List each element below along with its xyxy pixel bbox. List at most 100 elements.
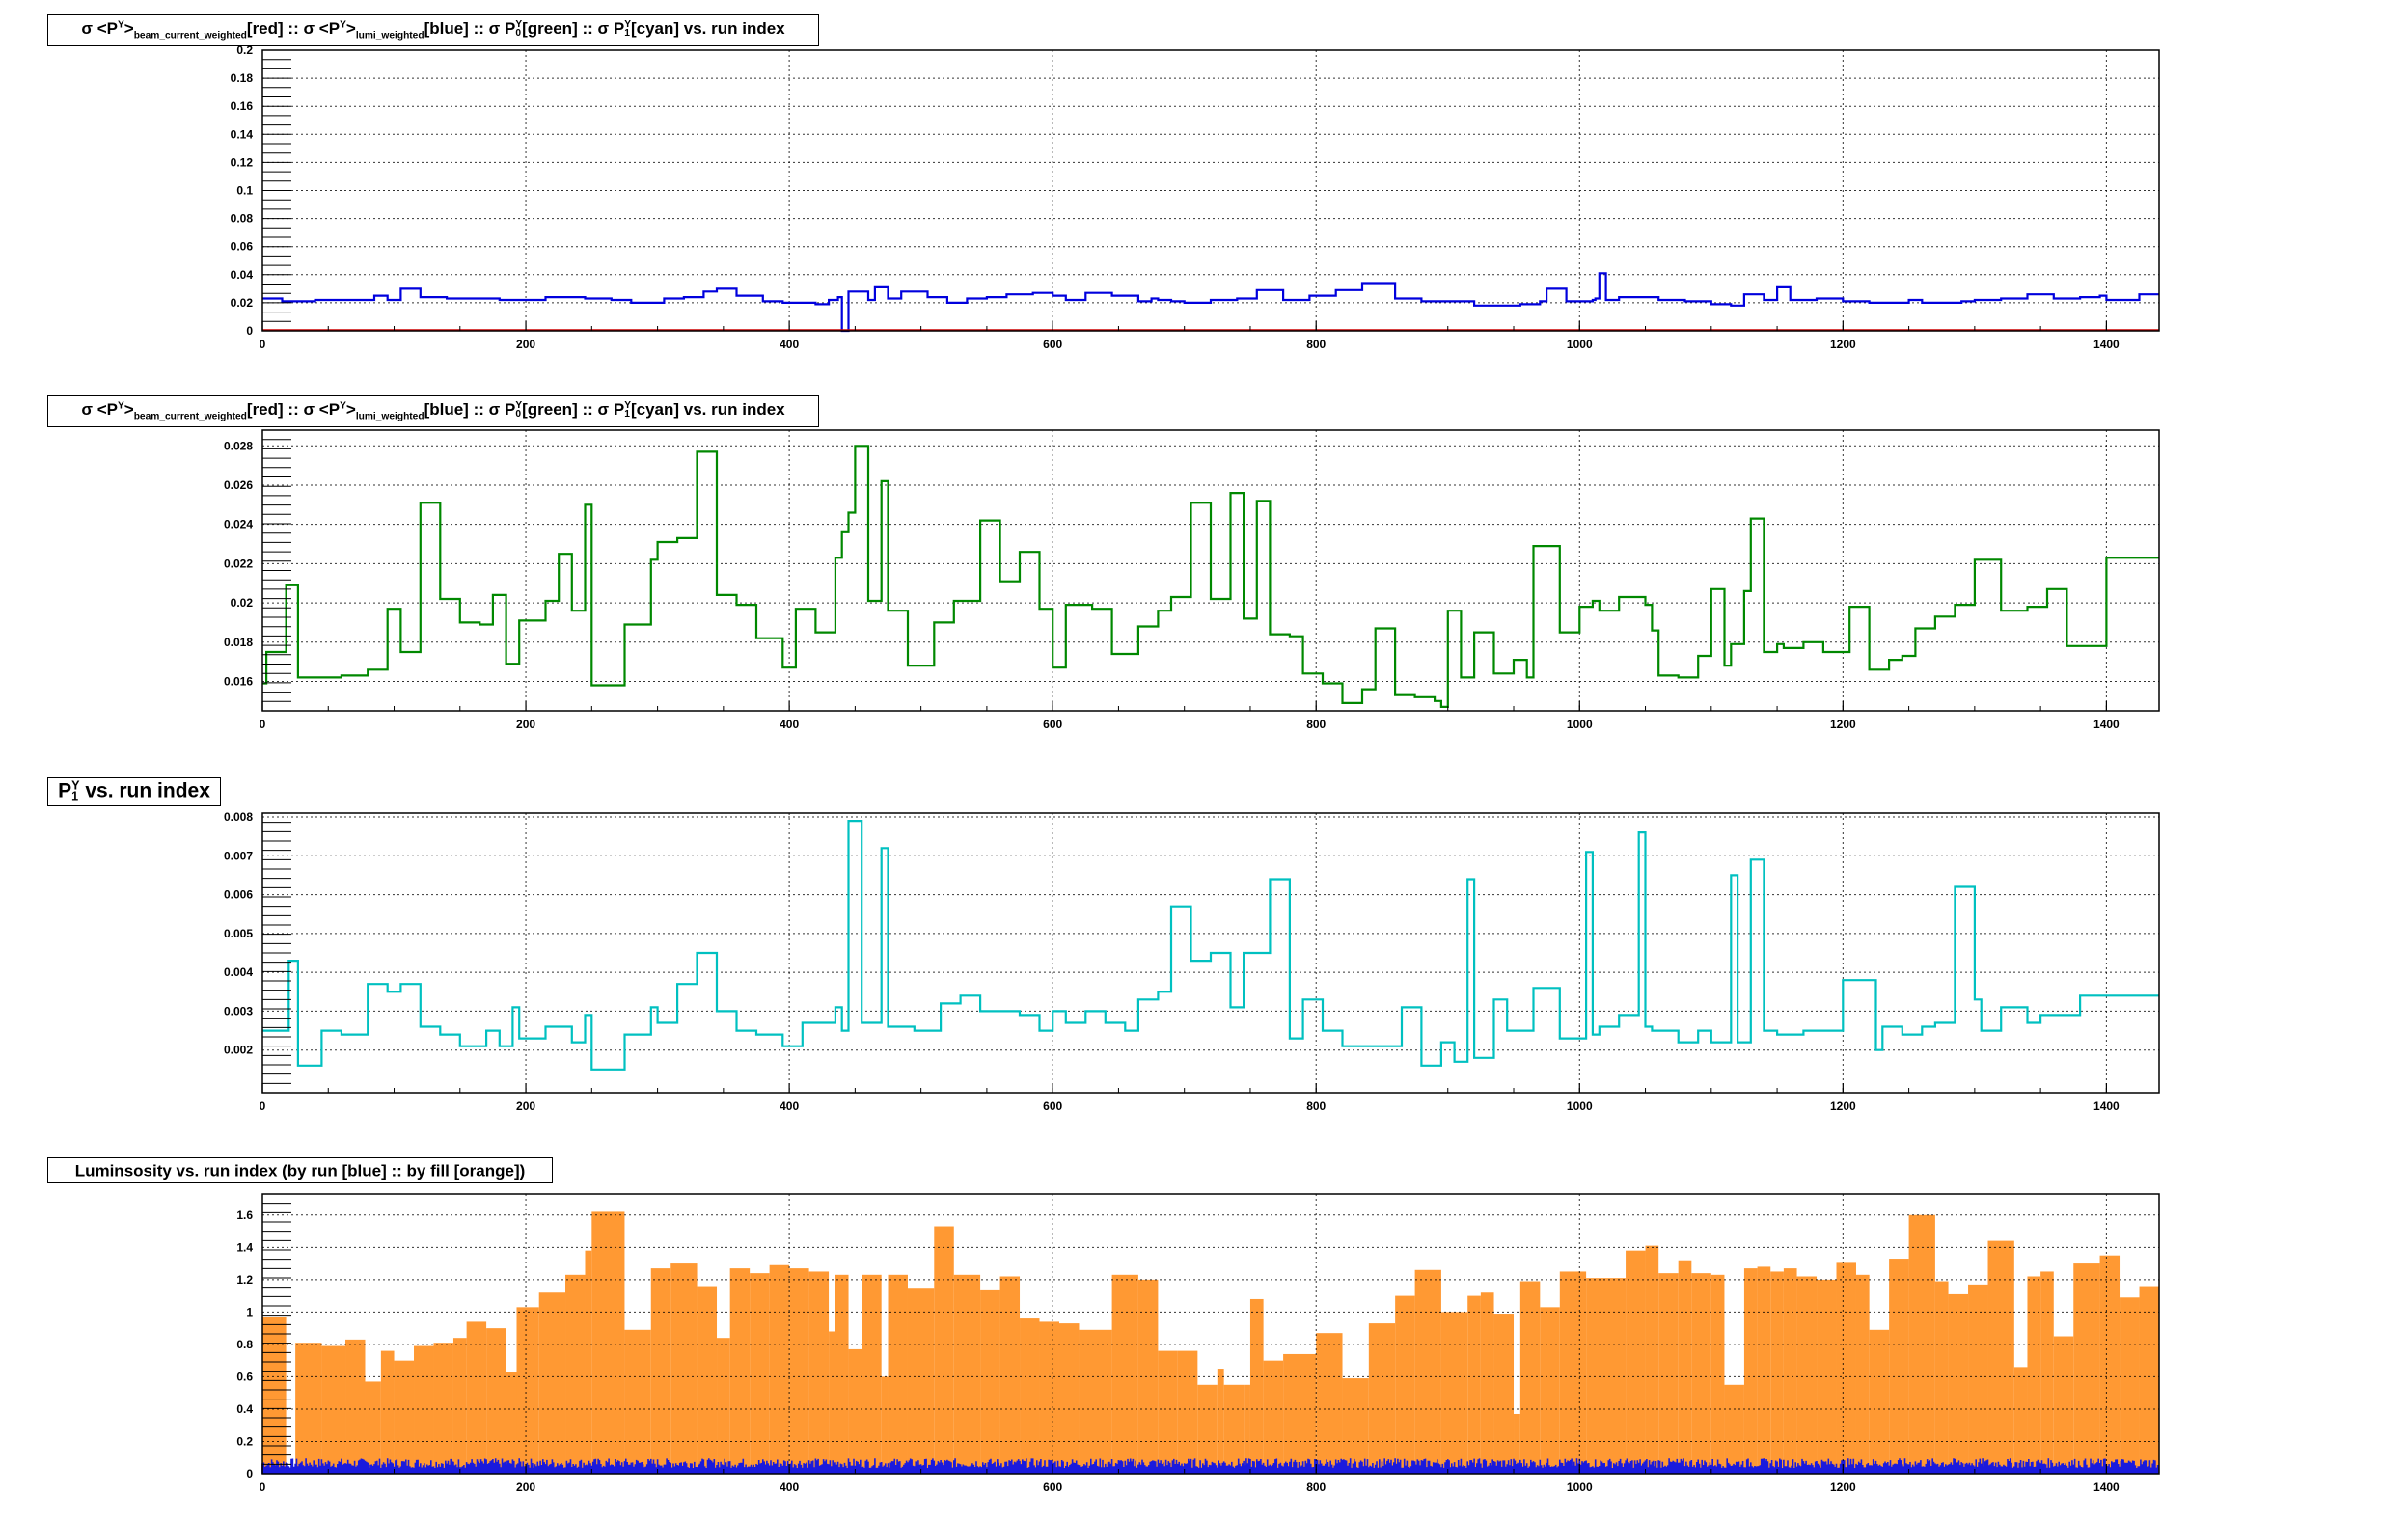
x-tick-label: 1400 — [2093, 1480, 2120, 1494]
fill-bar — [486, 1328, 506, 1474]
fill-bar — [729, 1268, 751, 1474]
fill-bar — [769, 1264, 790, 1474]
fill-bar — [1137, 1279, 1159, 1474]
fill-bar — [1480, 1292, 1494, 1474]
y-tick-label: 0.12 — [231, 155, 254, 169]
fill-bar — [888, 1274, 908, 1474]
x-tick-label: 600 — [1043, 718, 1062, 731]
fill-bar — [835, 1274, 849, 1474]
fill-bar — [1678, 1260, 1692, 1474]
fill-bar — [345, 1339, 366, 1474]
y-tick-label: 0.007 — [224, 849, 253, 862]
panel-1: 0 200 400 600 800 1000 1200 1400 0 0.02 0.04 0.06 0.… — [231, 43, 2160, 351]
y-tick-label: 0.005 — [224, 927, 253, 940]
y-tick-label: 0.003 — [224, 1004, 253, 1018]
fill-bar — [1691, 1273, 1711, 1474]
x-tick-label: 1000 — [1567, 338, 1593, 351]
x-tick-label: 600 — [1043, 1480, 1062, 1494]
y-tick-label: 0 — [246, 324, 253, 338]
panel-4: 0 200 400 600 800 1000 1200 1400 0 0.2 0.4 0.6 0.8 1 1… — [236, 1193, 2160, 1494]
x-tick-label: 0 — [260, 718, 266, 731]
fill-bar — [1263, 1360, 1284, 1474]
fill-bar — [789, 1268, 809, 1474]
x-tick-label: 600 — [1043, 338, 1062, 351]
fill-bar — [808, 1271, 830, 1474]
fill-bar — [1020, 1318, 1040, 1474]
fill-bar — [1514, 1413, 1520, 1474]
y-tick-label: 0.006 — [224, 888, 253, 902]
fill-bar — [1395, 1295, 1415, 1474]
y-tick-label: 0.024 — [224, 518, 253, 531]
fill-bar — [1586, 1278, 1627, 1474]
panel-4-title-text: Luminsosity vs. run index (by run [blue]… — [74, 1161, 526, 1180]
fill-bar — [1283, 1353, 1317, 1474]
fill-bar — [862, 1274, 882, 1474]
fill-bar — [2073, 1263, 2100, 1474]
y-tick-label: 0.04 — [231, 268, 254, 282]
fill-bar — [953, 1274, 981, 1474]
fill-bar — [1948, 1293, 1969, 1474]
y-tick-label: 0.02 — [231, 596, 254, 610]
fill-bar — [1855, 1274, 1870, 1474]
fill-bar — [1658, 1273, 1679, 1474]
fill-bar — [999, 1276, 1021, 1474]
y-tick-label: 0.002 — [224, 1044, 253, 1057]
fill-bar — [1724, 1384, 1744, 1474]
fill-bar — [1987, 1240, 2014, 1474]
fill-bar — [1783, 1268, 1797, 1474]
fill-bar — [934, 1226, 954, 1474]
y-tick-label: 0.022 — [224, 557, 253, 570]
fill-bar — [848, 1348, 862, 1474]
fill-bar — [321, 1345, 346, 1474]
y-tick-label: 0.8 — [236, 1338, 253, 1351]
y-tick-label: 0.2 — [236, 43, 253, 57]
y-tick-label: 0.018 — [224, 636, 253, 649]
x-tick-label: 1000 — [1567, 1480, 1593, 1494]
y-tick-label: 0.016 — [224, 674, 253, 688]
fill-bar — [1836, 1262, 1856, 1474]
fill-bar — [262, 1317, 287, 1474]
x-tick-label: 800 — [1306, 1480, 1326, 1494]
panel-3-title-text: P — [58, 779, 72, 802]
y-tick-label: 0.02 — [231, 296, 254, 310]
fill-bar — [2013, 1367, 2028, 1474]
fill-bar — [1039, 1321, 1059, 1474]
fill-bar — [414, 1345, 434, 1474]
fill-bar — [538, 1292, 566, 1474]
y-tick-label: 1 — [246, 1305, 253, 1318]
x-tick-label: 800 — [1306, 338, 1326, 351]
fill-bar — [1079, 1329, 1112, 1474]
series-line-1 — [262, 272, 2159, 333]
fill-bar — [295, 1343, 322, 1474]
x-tick-label: 400 — [780, 718, 799, 731]
y-tick-label: 0.4 — [236, 1402, 253, 1416]
fill-bar — [585, 1250, 592, 1474]
series-line-1 — [262, 445, 2159, 708]
x-tick-label: 0 — [260, 1100, 266, 1113]
panel-2: 0 200 400 600 800 1000 1200 1400 0.016 0.018 0.02 0… — [224, 429, 2160, 731]
fill-bar — [1519, 1281, 1541, 1474]
fill-bar — [829, 1331, 835, 1474]
fill-bar — [452, 1338, 467, 1474]
x-tick-label: 1200 — [1830, 1480, 1856, 1494]
fill-bar — [624, 1329, 651, 1474]
fill-bar — [1177, 1350, 1198, 1474]
series-line-1 — [262, 820, 2159, 1071]
fill-bar — [1757, 1266, 1771, 1474]
fill-bar — [1440, 1312, 1468, 1474]
fill-bar — [394, 1360, 415, 1474]
fill-bar — [1934, 1281, 1949, 1474]
fill-bar — [1467, 1295, 1481, 1474]
fill-bar — [2040, 1271, 2054, 1474]
y-tick-label: 0.004 — [224, 965, 253, 979]
y-tick-label: 0.08 — [231, 212, 254, 226]
panel-1-title: σ <PY>beam_current_weighted[red] :: σ <P… — [47, 14, 819, 46]
grid — [261, 49, 2159, 332]
x-tick-label: 400 — [780, 338, 799, 351]
x-tick-label: 400 — [780, 1100, 799, 1113]
fill-bar — [1493, 1314, 1515, 1474]
fill-bar — [697, 1286, 718, 1474]
